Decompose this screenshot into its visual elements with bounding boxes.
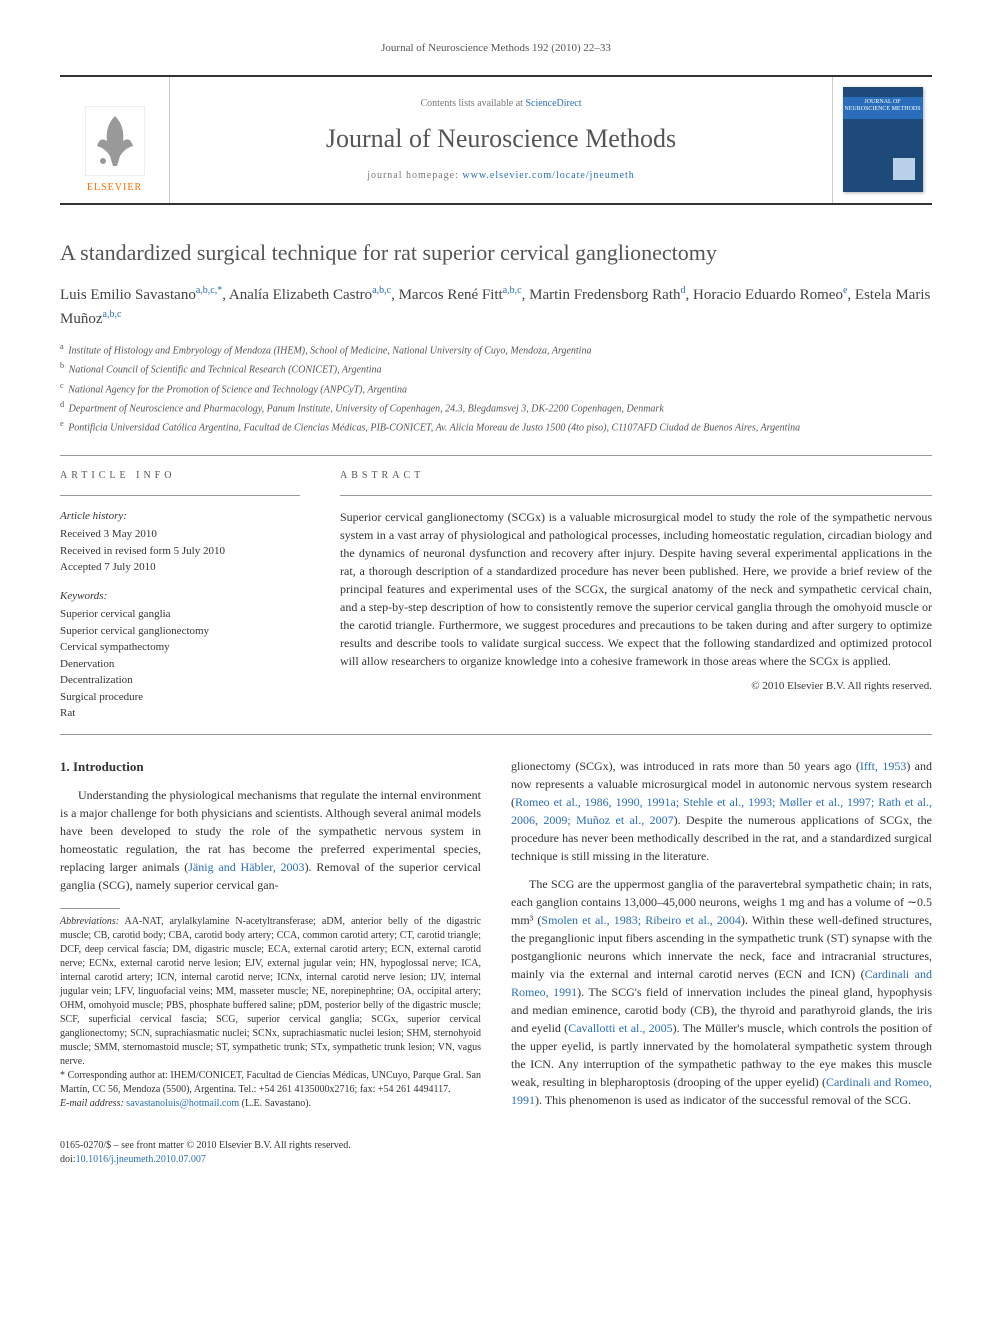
abstract-copyright: © 2010 Elsevier B.V. All rights reserved… bbox=[340, 678, 932, 695]
citation-link[interactable]: Romeo et al., 1986, 1990, 1991a; Stehle … bbox=[511, 795, 932, 827]
issn-line: 0165-0270/$ – see front matter © 2010 El… bbox=[60, 1139, 932, 1153]
affiliation-item: b National Council of Scientific and Tec… bbox=[60, 359, 932, 378]
masthead-cover: JOURNAL OF NEUROSCIENCE METHODS bbox=[832, 77, 932, 203]
keyword-item: Superior cervical ganglia bbox=[60, 606, 300, 623]
citation-link[interactable]: Cavallotti et al., 2005 bbox=[568, 1021, 672, 1035]
divider bbox=[60, 455, 932, 456]
publisher-logo-block: ELSEVIER bbox=[60, 77, 170, 203]
keyword-item: Rat bbox=[60, 705, 300, 722]
body-paragraph: Understanding the physiological mechanis… bbox=[60, 786, 481, 894]
masthead-center: Contents lists available at ScienceDirec… bbox=[170, 77, 832, 203]
body-paragraph: The SCG are the uppermost ganglia of the… bbox=[511, 875, 932, 1109]
top-citation: Journal of Neuroscience Methods 192 (201… bbox=[60, 40, 932, 57]
history-list: Received 3 May 2010Received in revised f… bbox=[60, 526, 300, 576]
keywords-label: Keywords: bbox=[60, 588, 300, 605]
corresponding-footnote: * Corresponding author at: IHEM/CONICET,… bbox=[60, 1069, 481, 1097]
history-item: Received 3 May 2010 bbox=[60, 526, 300, 543]
journal-name: Journal of Neuroscience Methods bbox=[326, 119, 676, 158]
keyword-item: Surgical procedure bbox=[60, 689, 300, 706]
doi-line: doi:10.1016/j.jneumeth.2010.07.007 bbox=[60, 1153, 932, 1167]
cover-title: JOURNAL OF NEUROSCIENCE METHODS bbox=[843, 97, 923, 119]
article-title: A standardized surgical technique for ra… bbox=[60, 239, 932, 268]
citation-link[interactable]: Cardinali and Romeo, 1991 bbox=[511, 967, 932, 999]
email-link[interactable]: savastanoluis@hotmail.com bbox=[126, 1098, 239, 1109]
affiliation-item: d Department of Neuroscience and Pharmac… bbox=[60, 398, 932, 417]
email-label: E-mail address: bbox=[60, 1098, 124, 1109]
keyword-item: Denervation bbox=[60, 656, 300, 673]
abbrev-text: AA-NAT, arylalkylamine N-acetyltransfera… bbox=[60, 916, 481, 1067]
abstract-text: Superior cervical ganglionectomy (SCGx) … bbox=[340, 508, 932, 670]
article-info-label: ARTICLE INFO bbox=[60, 468, 300, 483]
abbreviations-footnote: Abbreviations: AA-NAT, arylalkylamine N-… bbox=[60, 915, 481, 1069]
doi-label: doi: bbox=[60, 1154, 76, 1165]
footnote-separator bbox=[60, 908, 120, 909]
citation-link[interactable]: Jänig and Häbler, 2003 bbox=[188, 860, 304, 874]
homepage-prefix: journal homepage: bbox=[367, 170, 462, 181]
corr-text: Corresponding author at: IHEM/CONICET, F… bbox=[60, 1070, 481, 1095]
section-heading: 1. Introduction bbox=[60, 757, 481, 777]
keyword-item: Cervical sympathectomy bbox=[60, 639, 300, 656]
abstract-col: ABSTRACT Superior cervical ganglionectom… bbox=[340, 468, 932, 722]
keyword-item: Decentralization bbox=[60, 672, 300, 689]
affiliation-item: c National Agency for the Promotion of S… bbox=[60, 379, 932, 398]
divider bbox=[60, 734, 932, 735]
cover-decoration bbox=[893, 158, 915, 180]
email-footnote: E-mail address: savastanoluis@hotmail.co… bbox=[60, 1097, 481, 1111]
citation-link[interactable]: Smolen et al., 1983; Ribeiro et al., 200… bbox=[541, 913, 741, 927]
publisher-name: ELSEVIER bbox=[87, 180, 142, 195]
body-paragraph: glionectomy (SCGx), was introduced in ra… bbox=[511, 757, 932, 865]
abstract-label: ABSTRACT bbox=[340, 468, 932, 483]
journal-cover-thumb: JOURNAL OF NEUROSCIENCE METHODS bbox=[843, 87, 923, 192]
article-info-row: ARTICLE INFO Article history: Received 3… bbox=[60, 468, 932, 722]
journal-homepage: journal homepage: www.elsevier.com/locat… bbox=[367, 168, 635, 183]
email-suffix: (L.E. Savastano). bbox=[239, 1098, 311, 1109]
citation-link[interactable]: Ifft, 1953 bbox=[860, 759, 906, 773]
homepage-link[interactable]: www.elsevier.com/locate/jneumeth bbox=[462, 170, 634, 181]
doi-link[interactable]: 10.1016/j.jneumeth.2010.07.007 bbox=[76, 1154, 206, 1165]
divider bbox=[340, 495, 932, 496]
affiliation-item: a Institute of Histology and Embryology … bbox=[60, 340, 932, 359]
body-columns: 1. Introduction Understanding the physio… bbox=[60, 757, 932, 1115]
footer: 0165-0270/$ – see front matter © 2010 El… bbox=[60, 1139, 932, 1167]
history-label: Article history: bbox=[60, 508, 300, 525]
history-item: Received in revised form 5 July 2010 bbox=[60, 543, 300, 560]
affiliation-item: e Pontificia Universidad Católica Argent… bbox=[60, 417, 932, 436]
contents-available: Contents lists available at ScienceDirec… bbox=[420, 96, 581, 111]
elsevier-tree-icon bbox=[85, 106, 145, 176]
citation-link[interactable]: Cardinali and Romeo, 1991 bbox=[511, 1075, 932, 1107]
contents-prefix: Contents lists available at bbox=[420, 98, 525, 109]
article-info-col: ARTICLE INFO Article history: Received 3… bbox=[60, 468, 300, 722]
abbrev-label: Abbreviations: bbox=[60, 916, 119, 927]
keywords-list: Superior cervical gangliaSuperior cervic… bbox=[60, 606, 300, 722]
sciencedirect-link[interactable]: ScienceDirect bbox=[525, 98, 581, 109]
keyword-item: Superior cervical ganglionectomy bbox=[60, 623, 300, 640]
divider bbox=[60, 495, 300, 496]
affiliations: a Institute of Histology and Embryology … bbox=[60, 340, 932, 437]
history-item: Accepted 7 July 2010 bbox=[60, 559, 300, 576]
author-list: Luis Emilio Savastanoa,b,c,*, Analía Eli… bbox=[60, 283, 932, 330]
masthead: ELSEVIER Contents lists available at Sci… bbox=[60, 75, 932, 205]
